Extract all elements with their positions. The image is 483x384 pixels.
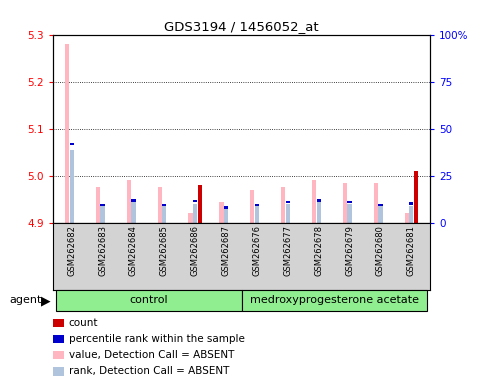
Bar bbox=[198, 185, 202, 223]
Bar bbox=[281, 187, 285, 223]
Bar bbox=[405, 214, 409, 223]
Bar bbox=[100, 206, 105, 223]
Bar bbox=[162, 204, 166, 206]
Text: GSM262686: GSM262686 bbox=[191, 225, 199, 276]
Text: control: control bbox=[129, 295, 168, 306]
Bar bbox=[157, 187, 162, 223]
Text: GSM262680: GSM262680 bbox=[376, 225, 385, 276]
Bar bbox=[255, 206, 259, 223]
Bar bbox=[127, 180, 131, 223]
Text: value, Detection Call = ABSENT: value, Detection Call = ABSENT bbox=[69, 350, 234, 360]
Text: GSM262685: GSM262685 bbox=[160, 225, 169, 276]
Bar bbox=[378, 204, 383, 206]
Text: count: count bbox=[69, 318, 98, 328]
Bar bbox=[56, 290, 242, 311]
Bar bbox=[219, 202, 224, 223]
Bar bbox=[409, 206, 413, 223]
Bar bbox=[317, 202, 321, 223]
Text: medroxyprogesterone acetate: medroxyprogesterone acetate bbox=[250, 295, 419, 306]
Bar bbox=[100, 204, 105, 206]
Bar bbox=[224, 206, 228, 209]
Text: GSM262681: GSM262681 bbox=[407, 225, 416, 276]
Bar bbox=[70, 143, 74, 145]
Text: ▶: ▶ bbox=[41, 294, 51, 307]
Bar bbox=[255, 204, 259, 206]
Text: GSM262678: GSM262678 bbox=[314, 225, 323, 276]
Bar bbox=[131, 202, 136, 223]
Bar bbox=[188, 214, 193, 223]
Text: GSM262687: GSM262687 bbox=[222, 225, 230, 276]
Text: GSM262684: GSM262684 bbox=[129, 225, 138, 276]
Bar bbox=[131, 199, 136, 202]
Title: GDS3194 / 1456052_at: GDS3194 / 1456052_at bbox=[164, 20, 319, 33]
Bar bbox=[96, 187, 100, 223]
Bar bbox=[343, 183, 347, 223]
Bar bbox=[70, 150, 74, 223]
Bar bbox=[162, 206, 166, 223]
Bar bbox=[193, 204, 197, 223]
Bar bbox=[347, 204, 352, 223]
Text: percentile rank within the sample: percentile rank within the sample bbox=[69, 334, 244, 344]
Bar bbox=[312, 180, 316, 223]
Bar bbox=[374, 183, 378, 223]
Bar bbox=[250, 190, 255, 223]
Bar bbox=[193, 200, 197, 202]
Text: agent: agent bbox=[10, 295, 42, 306]
Text: GSM262679: GSM262679 bbox=[345, 225, 354, 276]
Bar bbox=[414, 171, 418, 223]
Bar bbox=[347, 200, 352, 203]
Text: GSM262682: GSM262682 bbox=[67, 225, 76, 276]
Bar bbox=[286, 200, 290, 203]
Bar bbox=[224, 209, 228, 223]
Bar bbox=[242, 290, 427, 311]
Text: GSM262683: GSM262683 bbox=[98, 225, 107, 276]
Bar bbox=[378, 206, 383, 223]
Bar bbox=[409, 202, 413, 205]
Bar bbox=[317, 199, 321, 202]
Bar bbox=[286, 204, 290, 223]
Text: GSM262677: GSM262677 bbox=[284, 225, 292, 276]
Bar bbox=[65, 44, 69, 223]
Text: rank, Detection Call = ABSENT: rank, Detection Call = ABSENT bbox=[69, 366, 229, 376]
Text: GSM262676: GSM262676 bbox=[253, 225, 261, 276]
